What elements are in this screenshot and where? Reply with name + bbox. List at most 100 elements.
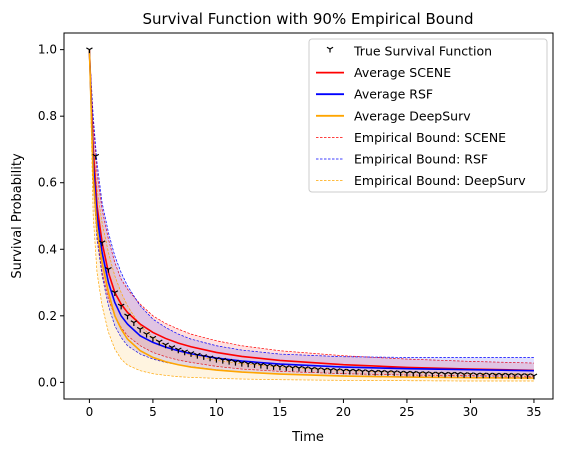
- true-survival-function-point: [321, 367, 328, 374]
- true-survival-function-point: [473, 372, 481, 379]
- x-tick-label: 0: [86, 405, 94, 419]
- true-survival-function-point: [467, 372, 474, 378]
- true-survival-function-point: [162, 342, 169, 349]
- y-tick-label: 0.6: [38, 176, 57, 190]
- empirical-bound-rsf-lower: [89, 49, 534, 378]
- true-survival-function-point: [289, 365, 296, 372]
- true-survival-function-point: [270, 364, 277, 370]
- true-survival-function-point: [136, 326, 144, 333]
- legend-true-survival-function-marker: [326, 46, 334, 53]
- true-survival-function-point: [524, 373, 531, 379]
- true-survival-function-point: [105, 266, 112, 273]
- true-survival-function-point: [117, 303, 125, 310]
- true-survival-function-point: [435, 371, 443, 378]
- x-tick-label: 10: [209, 405, 224, 419]
- legend-average-scene-label: Average SCENE: [354, 65, 451, 80]
- true-survival-function-point: [333, 368, 341, 374]
- true-survival-function-point: [486, 372, 493, 379]
- true-survival-function-point: [517, 373, 525, 379]
- legend-average-rsf-label: Average RSF: [354, 87, 433, 102]
- y-tick-label: 0.8: [38, 109, 57, 123]
- true-survival-function-point: [257, 362, 265, 369]
- x-tick-label: 35: [526, 405, 541, 419]
- true-survival-function-point: [130, 320, 138, 326]
- true-survival-function-point: [301, 366, 309, 372]
- x-tick-label: 25: [399, 405, 414, 419]
- true-survival-function-point: [92, 153, 100, 160]
- true-survival-function-point: [365, 369, 373, 376]
- x-tick-label: 5: [149, 405, 157, 419]
- legend-empirical-bound-rsf-label: Empirical Bound: RSF: [354, 152, 488, 167]
- true-survival-function-point: [371, 369, 379, 376]
- true-survival-function-point: [384, 370, 392, 376]
- true-survival-function-point: [181, 349, 189, 356]
- legend: True Survival Function Average SCENE Avera…: [308, 38, 548, 193]
- empirical-bound-deepsurv-fill: [89, 49, 534, 382]
- true-survival-function-point: [238, 360, 246, 367]
- x-tick-label: 30: [463, 405, 478, 419]
- true-survival-function-point: [174, 347, 182, 354]
- average-scene-line: [88, 49, 534, 372]
- true-survival-function-point: [428, 371, 436, 378]
- true-survival-function-point: [124, 313, 131, 320]
- true-survival-function-point: [149, 335, 157, 342]
- y-tick-label: 1.0: [38, 43, 57, 57]
- true-survival-function-point: [511, 373, 519, 379]
- true-survival-function-point: [219, 357, 227, 364]
- true-survival-function-point: [505, 372, 512, 379]
- legend-average-deepsurv-label: Average DeepSurv: [354, 108, 471, 123]
- true-survival-function-point: [340, 368, 347, 375]
- true-survival-function-point: [460, 372, 468, 378]
- y-axis-label: Survival Probability: [10, 153, 25, 279]
- true-survival-function-point: [111, 290, 119, 297]
- legend-box: [308, 38, 548, 193]
- legend-empirical-bound-deepsurv-label: Empirical Bound: DeepSurv: [354, 173, 526, 188]
- true-survival-function-point: [346, 368, 354, 375]
- true-survival-function-point: [308, 366, 316, 373]
- true-survival-function-point: [454, 371, 462, 378]
- empirical-bound-scene-lower: [89, 49, 534, 377]
- true-survival-function-point: [206, 355, 214, 362]
- true-survival-function-point: [403, 370, 411, 377]
- y-tick-label: 0.4: [38, 242, 57, 256]
- true-survival-function-point: [390, 370, 398, 376]
- x-axis-label: Time: [291, 430, 324, 445]
- true-survival-function-point: [263, 363, 271, 370]
- true-survival-function-point: [498, 372, 506, 379]
- true-survival-function-point: [86, 47, 93, 54]
- average-deepsurv-line: [88, 49, 534, 379]
- true-survival-function-point: [352, 368, 360, 375]
- true-survival-function-point: [143, 331, 150, 338]
- true-survival-function-point: [530, 373, 538, 380]
- true-survival-function-point: [397, 370, 404, 377]
- ticks-layer: 0 5 10 15 20 25 30 35 0.0 0.2 0.4 0.6 0.8 1.0: [38, 43, 542, 419]
- plot-frame: [63, 32, 554, 400]
- true-survival-function-point: [327, 367, 335, 374]
- true-survival-function-point: [155, 339, 163, 346]
- true-survival-function-point: [378, 369, 385, 376]
- true-survival-function-point: [282, 365, 290, 371]
- true-survival-function-point: [194, 352, 201, 359]
- true-survival-function-point: [448, 371, 455, 378]
- markers-layer: [86, 47, 538, 380]
- true-survival-function-point: [225, 358, 233, 365]
- y-tick-label: 0.2: [38, 309, 57, 323]
- true-survival-function-point: [244, 361, 252, 368]
- true-survival-function-point: [232, 359, 239, 366]
- true-survival-function-point: [213, 356, 220, 363]
- x-tick-label: 20: [336, 405, 351, 419]
- true-survival-function-point: [98, 240, 106, 247]
- x-tick-label: 15: [272, 405, 287, 419]
- y-tick-label: 0.0: [38, 375, 57, 389]
- true-survival-function-point: [441, 371, 449, 378]
- true-survival-function-point: [200, 354, 208, 360]
- true-survival-function-point: [251, 362, 258, 368]
- empirical-bound-scene-upper: [89, 49, 534, 364]
- true-survival-function-point: [422, 371, 430, 377]
- empirical-bound-deepsurv-lower: [89, 49, 534, 382]
- true-survival-function-point: [416, 371, 423, 377]
- true-survival-function-point: [479, 372, 487, 379]
- true-survival-function-point: [492, 372, 500, 379]
- chart-title: Survival Function with 90% Empirical Bou…: [142, 10, 473, 28]
